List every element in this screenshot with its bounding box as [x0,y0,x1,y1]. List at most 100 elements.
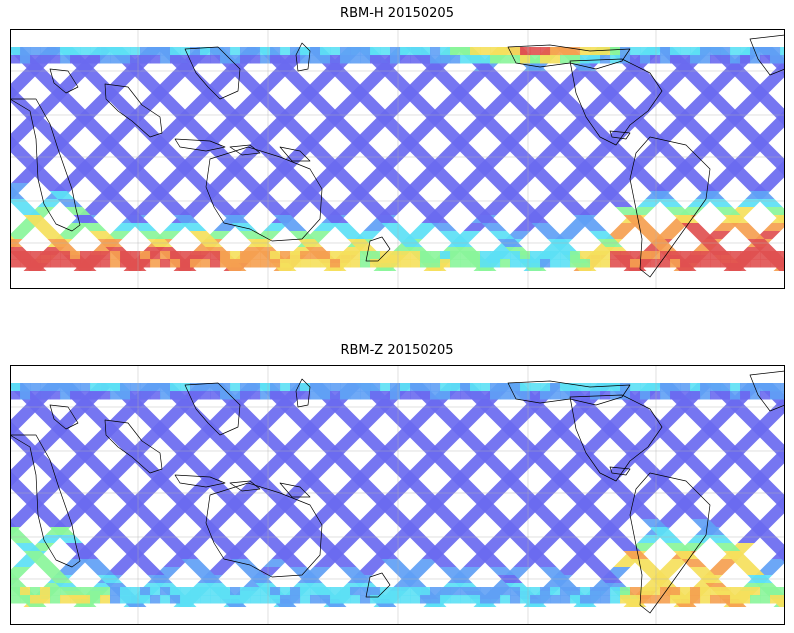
coastline [569,58,663,146]
swath-cell [381,223,407,231]
swath-cell [210,259,221,268]
swath-cell [60,55,71,64]
swath-cell [67,495,93,503]
swath-cell [507,79,533,87]
swath-cell [760,47,771,56]
swath-cell [10,259,21,268]
swath-cell [490,391,501,400]
swath-cell [239,231,265,239]
swath-cell [65,543,91,551]
swath-cell [33,511,59,519]
swath-cell [470,251,481,260]
swath-cell [115,543,141,551]
swath-cell [59,127,85,135]
swath-cell [390,595,401,604]
swath-cell [229,71,255,79]
swath-cell [650,587,661,596]
swath-cell [731,559,757,567]
swath-cell [80,47,91,56]
swath-cell [140,259,151,268]
swath-cell [230,587,241,596]
swath-cell [450,383,461,392]
swath-cell [190,47,201,56]
swath-cell [530,47,541,56]
swath-cell [100,259,111,268]
swath-cell [330,251,341,260]
swath-cell [375,503,401,511]
swath-cell [767,159,785,167]
map-frame [10,29,785,289]
swath-cell [80,251,91,260]
swath-cell [529,407,555,415]
swath-cell [353,431,379,439]
swath-cell [711,175,737,183]
swath-cell [541,519,567,527]
swath-cell [181,559,207,567]
swath-cell [140,391,151,400]
swath-cell [450,47,461,56]
swath-cell [770,55,781,64]
swath-cell [740,47,751,56]
swath-cell [390,391,401,400]
coastline [229,480,261,492]
swath-cell [257,79,283,87]
swath-cell [20,595,31,604]
swath-cell [303,95,329,103]
swath-cell [357,79,383,87]
swath-cell [257,415,283,423]
swath-cell [275,503,301,511]
swath-cell [145,87,171,95]
swath-cell [360,251,371,260]
swath-cell [159,127,185,135]
swath-cell [359,463,385,471]
swath-cell [640,55,651,64]
swath-cell [115,207,141,215]
swath-cell [285,463,311,471]
swath-cell [707,79,733,87]
swath-cell [310,383,321,392]
swath-cell [240,259,251,268]
swath-cell [130,259,141,268]
swath-cell [491,183,517,191]
swath-cell [737,415,763,423]
swath-cell [400,259,411,268]
swath-cell [41,519,67,527]
swath-cell [217,495,243,503]
swath-cell [673,215,699,223]
swath-cell [450,391,461,400]
swath-cell [190,259,201,268]
swath-cell [161,511,187,519]
swath-cell [253,431,279,439]
swath-cell [595,87,621,95]
swath-cell [730,595,741,604]
swath-cell [537,79,563,87]
swath-cell [429,407,455,415]
swath-cell [610,259,621,268]
swath-cell [283,511,309,519]
swath-cell [410,55,421,64]
swath-cell [307,415,333,423]
swath-cell [545,87,571,95]
swath-cell [620,55,631,64]
swath-cell [40,383,51,392]
swath-cell [340,391,351,400]
swath-cell [733,103,759,111]
coastline [10,98,81,232]
swath-cell [190,587,201,596]
coastline [49,68,79,94]
swath-cell [660,587,671,596]
swath-cell [479,71,505,79]
swath-cell [430,251,441,260]
swath-cell [293,135,319,143]
swath-cell [560,259,571,268]
swath-cell [503,431,529,439]
swath-cell [670,595,681,604]
swath-cell [340,251,351,260]
swath-cell [350,47,361,56]
swath-cell [171,399,197,407]
swath-cell [30,587,41,596]
swath-cell [615,543,641,551]
swath-cell [283,439,309,447]
swath-cell [220,47,231,56]
swath-cell [411,175,437,183]
